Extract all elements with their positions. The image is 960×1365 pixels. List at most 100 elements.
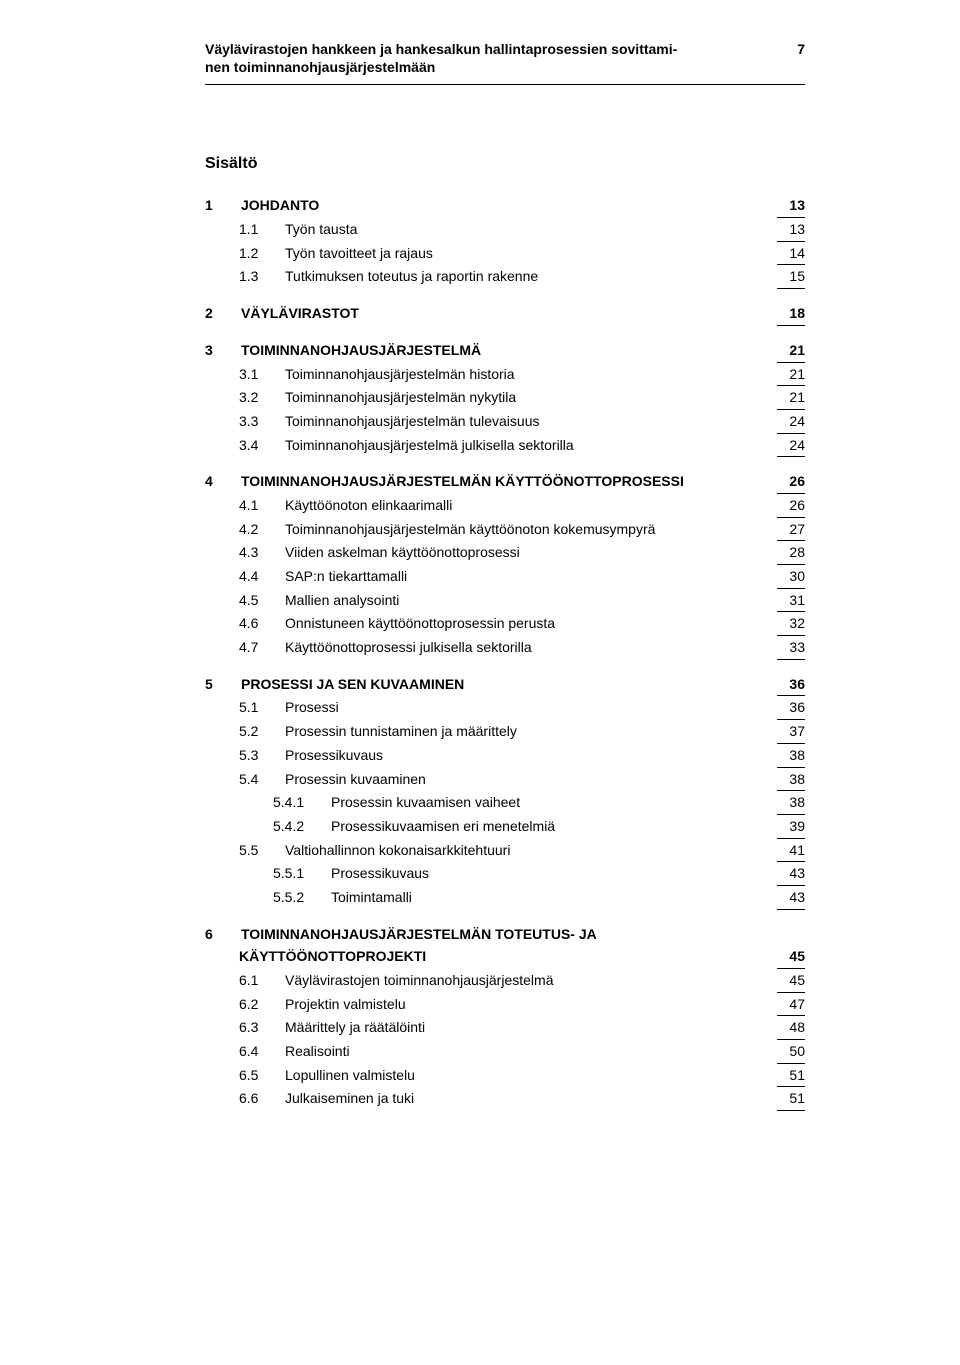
- toc-row-page: 50: [777, 1041, 805, 1064]
- toc-row-number: 6.5: [239, 1065, 285, 1087]
- toc-row-label: Käyttöönoton elinkaarimalli: [285, 495, 777, 517]
- toc-row-page: 38: [777, 745, 805, 768]
- toc-row: 4.3Viiden askelman käyttöönottoprosessi2…: [239, 542, 805, 565]
- toc-row: KÄYTTÖÖNOTTOPROJEKTI45: [205, 946, 805, 969]
- toc-row: 5.4.1Prosessin kuvaamisen vaiheet38: [273, 792, 805, 815]
- toc-row-page: 38: [777, 792, 805, 815]
- toc-row: 6.2Projektin valmistelu47: [239, 994, 805, 1017]
- toc-row-number: 5.5: [239, 840, 285, 862]
- toc-row-label: Realisointi: [285, 1041, 777, 1063]
- toc-heading: Sisältö: [205, 155, 805, 173]
- toc-row-label: Toiminnanohjausjärjestelmän nykytila: [285, 387, 777, 409]
- toc-row: 6.6Julkaiseminen ja tuki51: [239, 1088, 805, 1111]
- toc-row-page: 24: [777, 411, 805, 434]
- toc-row: 5.4.2Prosessikuvaamisen eri menetelmiä39: [273, 816, 805, 839]
- toc-row-page: 21: [777, 364, 805, 387]
- toc-row-number: 1.2: [239, 243, 285, 265]
- toc-row-number: 6.6: [239, 1088, 285, 1110]
- toc-row-page: 21: [777, 387, 805, 410]
- toc-row-label: Valtiohallinnon kokonaisarkkitehtuuri: [285, 840, 777, 862]
- toc-row-page: 21: [777, 340, 805, 363]
- toc-row: 4.6Onnistuneen käyttöönottoprosessin per…: [239, 613, 805, 636]
- toc-row-number: 5: [205, 674, 241, 696]
- toc-row-page: 24: [777, 435, 805, 458]
- toc-row-number: 3: [205, 340, 241, 362]
- toc-row-number: 1.1: [239, 219, 285, 241]
- toc-row: 5PROSESSI JA SEN KUVAAMINEN36: [205, 674, 805, 697]
- toc-row-page: 32: [777, 613, 805, 636]
- toc-row-number: 4.1: [239, 495, 285, 517]
- toc-row-label: Työn tavoitteet ja rajaus: [285, 243, 777, 265]
- toc-row-number: 5.2: [239, 721, 285, 743]
- toc-row-page: 41: [777, 840, 805, 863]
- table-of-contents: 1JOHDANTO131.1Työn tausta131.2Työn tavoi…: [205, 195, 805, 1111]
- toc-row-page: 26: [777, 495, 805, 518]
- toc-row-number: 3.1: [239, 364, 285, 386]
- toc-row-page: 43: [777, 863, 805, 886]
- toc-row-page: 33: [777, 637, 805, 660]
- toc-row-page: 27: [777, 519, 805, 542]
- toc-row-page: 30: [777, 566, 805, 589]
- page-header: Väylävirastojen hankkeen ja hankesalkun …: [205, 40, 805, 76]
- toc-row: 2VÄYLÄVIRASTOT18: [205, 303, 805, 326]
- toc-row-number: 5.5.1: [273, 863, 331, 885]
- toc-row-label: SAP:n tiekarttamalli: [285, 566, 777, 588]
- toc-row: 5.5Valtiohallinnon kokonaisarkkitehtuuri…: [239, 840, 805, 863]
- toc-row-page: 51: [777, 1065, 805, 1088]
- toc-row: 5.4Prosessin kuvaaminen38: [239, 769, 805, 792]
- toc-row: 1.2Työn tavoitteet ja rajaus14: [239, 243, 805, 266]
- toc-row-label: Prosessikuvaus: [285, 745, 777, 767]
- toc-row-label: JOHDANTO: [241, 195, 777, 217]
- toc-row: 4.4SAP:n tiekarttamalli30: [239, 566, 805, 589]
- toc-row-label: Julkaiseminen ja tuki: [285, 1088, 777, 1110]
- toc-row: 6TOIMINNANOHJAUSJÄRJESTELMÄN TOTEUTUS- J…: [205, 924, 805, 946]
- header-rule: [205, 84, 805, 85]
- toc-row-label: Tutkimuksen toteutus ja raportin rakenne: [285, 266, 777, 288]
- toc-row: 4.7Käyttöönottoprosessi julkisella sekto…: [239, 637, 805, 660]
- toc-row-page: 18: [777, 303, 805, 326]
- toc-row-label: Prosessikuvaamisen eri menetelmiä: [331, 816, 777, 838]
- toc-row-number: 6.1: [239, 970, 285, 992]
- toc-row-number: 5.3: [239, 745, 285, 767]
- toc-row-page: 47: [777, 994, 805, 1017]
- toc-row-number: 5.4.1: [273, 792, 331, 814]
- toc-row: 4.1Käyttöönoton elinkaarimalli26: [239, 495, 805, 518]
- toc-row: 1JOHDANTO13: [205, 195, 805, 218]
- toc-row-number: 5.1: [239, 697, 285, 719]
- toc-row: 1.3Tutkimuksen toteutus ja raportin rake…: [239, 266, 805, 289]
- toc-row: 6.1Väylävirastojen toiminnanohjausjärjes…: [239, 970, 805, 993]
- header-title: Väylävirastojen hankkeen ja hankesalkun …: [205, 40, 785, 76]
- toc-row-page: 28: [777, 542, 805, 565]
- toc-row-number: 6.3: [239, 1017, 285, 1039]
- toc-row-label: Käyttöönottoprosessi julkisella sektoril…: [285, 637, 777, 659]
- toc-row-number: 5.4: [239, 769, 285, 791]
- toc-row-number: 6.4: [239, 1041, 285, 1063]
- toc-row-number: 6.2: [239, 994, 285, 1016]
- header-title-line1: Väylävirastojen hankkeen ja hankesalkun …: [205, 41, 677, 57]
- toc-row-page: 26: [777, 471, 805, 494]
- toc-row: 5.5.2Toimintamalli43: [273, 887, 805, 910]
- toc-row-number: 3.4: [239, 435, 285, 457]
- toc-row-label: Mallien analysointi: [285, 590, 777, 612]
- toc-row: 3.3Toiminnanohjausjärjestelmän tulevaisu…: [239, 411, 805, 434]
- toc-row: 6.5Lopullinen valmistelu51: [239, 1065, 805, 1088]
- toc-row-number: 5.5.2: [273, 887, 331, 909]
- toc-row-label: TOIMINNANOHJAUSJÄRJESTELMÄN KÄYTTÖÖNOTTO…: [241, 471, 777, 493]
- toc-row-label: Toiminnanohjausjärjestelmän käyttöönoton…: [285, 519, 777, 541]
- toc-row-number: 4.2: [239, 519, 285, 541]
- toc-row-page: 39: [777, 816, 805, 839]
- toc-row-page: 51: [777, 1088, 805, 1111]
- toc-row-label: Prosessin kuvaamisen vaiheet: [331, 792, 777, 814]
- toc-row: 6.4Realisointi50: [239, 1041, 805, 1064]
- toc-row-label: Toiminnanohjausjärjestelmä julkisella se…: [285, 435, 777, 457]
- toc-row-label: Toiminnanohjausjärjestelmän tulevaisuus: [285, 411, 777, 433]
- toc-row-number: 3.2: [239, 387, 285, 409]
- header-page-number: 7: [785, 40, 805, 58]
- toc-row: 3.4Toiminnanohjausjärjestelmä julkisella…: [239, 435, 805, 458]
- toc-row-number: 3.3: [239, 411, 285, 433]
- toc-row-label: Lopullinen valmistelu: [285, 1065, 777, 1087]
- toc-row-label: Prosessi: [285, 697, 777, 719]
- toc-row-label: Työn tausta: [285, 219, 777, 241]
- toc-row-label: Prosessikuvaus: [331, 863, 777, 885]
- toc-row-page: 14: [777, 243, 805, 266]
